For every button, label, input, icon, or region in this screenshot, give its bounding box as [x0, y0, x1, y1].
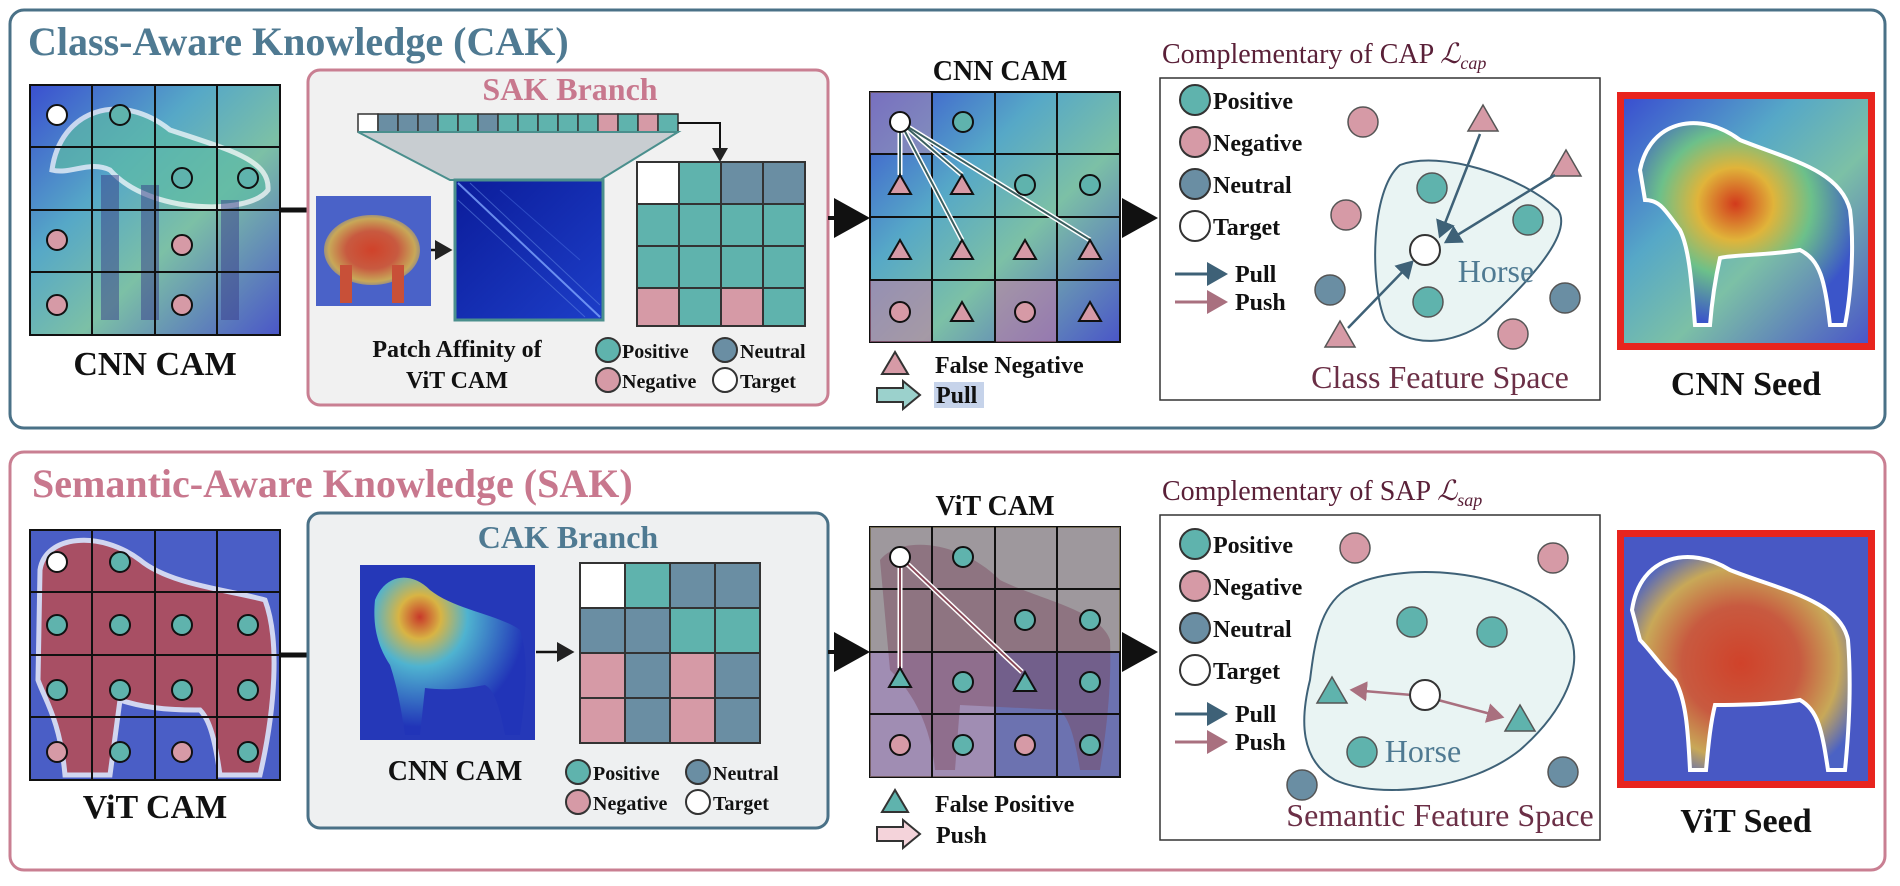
cap-legend: Positive Negative Neutral Target Pull Pu…: [1175, 84, 1303, 316]
mid-vit-cam-title: ViT CAM: [936, 491, 1055, 522]
sap-legend-negative: Negative: [1213, 575, 1303, 601]
cap-legend-neutral: Neutral: [1213, 173, 1292, 199]
cap-title: Complementary of CAP ℒcap: [1162, 39, 1486, 73]
legend-negative-dot: [595, 367, 621, 393]
b-legend-target-dot: [685, 789, 711, 815]
b-legend-negative-label: Negative: [593, 793, 668, 815]
pull-arrow-icon: [876, 378, 922, 412]
mid-cnn-cam-image: [869, 91, 1121, 343]
sap-title: Complementary of SAP ℒsap: [1162, 476, 1482, 510]
sap-points: [1286, 532, 1579, 801]
token-to-matrix-arrow: [678, 122, 728, 162]
cak-branch-title: CAK Branch: [478, 519, 659, 555]
vit-cam-image: [29, 529, 281, 781]
b-legend-neutral-label: Neutral: [713, 763, 779, 785]
affinity-label-line1: Patch Affinity of: [372, 337, 542, 363]
cap-legend-target-dot: [1179, 210, 1211, 242]
class-feature-space-label: Class Feature Space: [1311, 359, 1569, 395]
false-negative-label: False Negative: [935, 353, 1084, 379]
cnn-seed-image: [1617, 92, 1875, 350]
cap-legend-pull: Pull: [1235, 262, 1277, 288]
cap-legend-positive: Positive: [1213, 89, 1293, 115]
pull-label: Pull: [936, 383, 978, 409]
small-legend-top: Positive Neutral Negative Target: [595, 337, 806, 393]
false-positive-triangle-icon: [880, 788, 910, 813]
push-label: Push: [936, 823, 987, 849]
sap-legend: Positive Negative Neutral Target Pull Pu…: [1175, 528, 1303, 756]
cap-legend-negative: Negative: [1213, 131, 1303, 157]
legend-negative-label: Negative: [622, 371, 697, 393]
mid-cnn-cam-title: CNN CAM: [933, 56, 1068, 87]
legend-positive-dot: [595, 337, 621, 363]
branch-cnn-cam-image: [360, 565, 535, 740]
sap-legend-pull: Pull: [1235, 702, 1277, 728]
legend-neutral-dot: [712, 337, 738, 363]
false-positive-label: False Positive: [935, 792, 1075, 818]
sap-legend-target-dot: [1179, 654, 1211, 686]
cnn-cam-image: [29, 84, 281, 336]
cak-title: Class-Aware Knowledge (CAK): [28, 19, 569, 64]
vit-seed-label: ViT Seed: [1680, 803, 1811, 840]
token-strip: [357, 113, 679, 133]
vit-seed-image: [1617, 530, 1875, 788]
cap-legend-negative-dot: [1179, 126, 1211, 158]
cap-points: [1314, 103, 1583, 350]
horse-thumbnail-image: [316, 196, 431, 306]
sap-legend-neutral: Neutral: [1213, 617, 1292, 643]
affinity-matrix-image: [453, 178, 605, 322]
pull-highlight: [934, 382, 984, 408]
cnn-seed-label: CNN Seed: [1671, 366, 1821, 403]
push-arrow-icon: [876, 817, 922, 851]
sap-legend-push: Push: [1235, 730, 1286, 756]
semantic-feature-space-label: Semantic Feature Space: [1286, 797, 1593, 833]
b-legend-positive-label: Positive: [593, 763, 660, 785]
sap-legend-neutral-dot: [1179, 612, 1211, 644]
mid-vit-cam-image: [869, 526, 1121, 778]
cnn-cam-label: CNN CAM: [73, 346, 236, 383]
vit-cam-label: ViT CAM: [83, 789, 228, 826]
b-legend-neutral-dot: [685, 759, 711, 785]
affinity-label-line2: ViT CAM: [406, 368, 508, 394]
sap-legend-positive-dot: [1179, 528, 1211, 560]
b-legend-positive-dot: [565, 759, 591, 785]
cap-legend-push: Push: [1235, 290, 1286, 316]
sak-title: Semantic-Aware Knowledge (SAK): [32, 461, 633, 506]
affinity-grid-matrix: [636, 161, 806, 327]
b-legend-negative-dot: [565, 789, 591, 815]
branch-cnn-cam-label: CNN CAM: [388, 756, 523, 787]
sap-legend-negative-dot: [1179, 570, 1211, 602]
sap-legend-target: Target: [1213, 659, 1280, 685]
cak-grid-matrix: [579, 562, 761, 744]
sap-legend-positive: Positive: [1213, 533, 1293, 559]
cap-legend-target: Target: [1213, 215, 1280, 241]
legend-target-dot: [712, 367, 738, 393]
cap-legend-neutral-dot: [1179, 168, 1211, 200]
sap-horse-word: Horse: [1385, 733, 1461, 769]
false-negative-triangle-icon: [880, 350, 910, 375]
legend-neutral-label: Neutral: [740, 341, 806, 363]
sak-branch-title: SAK Branch: [482, 71, 657, 107]
cap-horse-word: Horse: [1458, 253, 1534, 289]
legend-target-label: Target: [740, 371, 796, 393]
cap-legend-positive-dot: [1179, 84, 1211, 116]
b-legend-target-label: Target: [713, 793, 769, 815]
small-legend-bottom: Positive Neutral Negative Target: [565, 759, 779, 815]
legend-positive-label: Positive: [622, 341, 689, 363]
